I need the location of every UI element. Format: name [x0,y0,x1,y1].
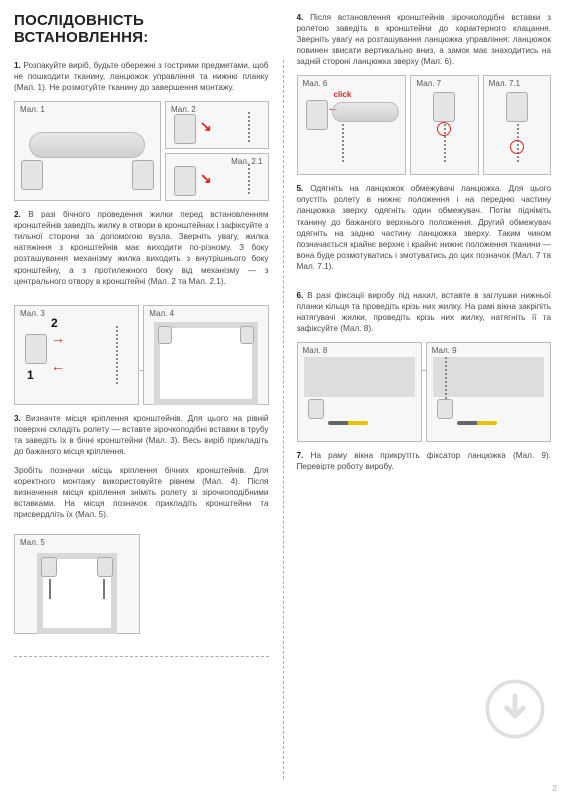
figure-2-stack: Мал. 2 ↘ Мал. 2.1 ↘ [165,101,269,201]
bracket-icon [174,114,196,144]
step-1-body: Розпакуйте виріб, будьте обережні з гост… [14,61,269,92]
step-5-body: Одягніть на ланцюжок обмежувачі ланцюжка… [297,184,552,270]
figure-4: Мал. 4 [143,305,268,405]
bracket-icon [97,557,113,577]
screwdriver-icon [457,421,497,425]
bracket-icon [158,326,172,344]
step-4-text: 4. Після встановлення кронштейнів зірочк… [297,12,552,67]
step-1-num: 1. [14,61,21,70]
figure-3-caption: Мал. 3 [20,309,45,318]
figure-8: Мал. 8 [297,342,422,442]
badge-1: 1 [27,368,34,382]
blind-fabric-icon [304,357,415,397]
step-5-num: 5. [297,184,304,193]
step-3b-body: Зробіть позначки місць кріплення бічних … [14,466,269,519]
fig-row-2: Мал. 3 → 2 ← 1 Мал. 4 [14,305,269,405]
figure-7: Мал. 7 [410,75,478,175]
figure-5-caption: Мал. 5 [20,538,45,547]
step-1-text: 1. Розпакуйте виріб, будьте обережні з г… [14,60,269,93]
bracket-icon [132,160,154,190]
badge-2: 2 [51,316,58,330]
step-3b-text: Зробіть позначки місць кріплення бічних … [14,465,269,520]
figure-7-caption: Мал. 7 [416,79,441,88]
chain-holder-icon [437,399,453,419]
vertical-divider [283,60,284,779]
arrow-icon: ← [51,358,65,374]
blind-fabric-icon [433,357,544,397]
fig-row-5: Мал. 8 Мал. 9 [297,342,552,442]
step-3a-body: Визначте місця кріплення кронштейнів. Дл… [14,414,269,456]
chain-icon [248,112,250,144]
bracket-icon [174,166,196,196]
fig-row-4: Мал. 6 click ← Мал. 7 Мал. 7.1 [297,75,552,175]
figure-6: Мал. 6 click ← [297,75,407,175]
horizontal-divider [14,656,269,657]
step-3a-text: 3. Визначте місця кріплення кронштейнів.… [14,413,269,457]
chain-icon [342,124,344,164]
figure-9-caption: Мал. 9 [432,346,457,355]
step-4-num: 4. [297,13,304,22]
fig-row-3: Мал. 5 [14,534,269,634]
click-label: click [334,90,352,99]
chain-icon [248,164,250,196]
step-4-body: Після встановлення кронштейнів зірочкопо… [297,13,552,66]
bracket-icon [306,100,328,130]
spacer [144,534,268,634]
bracket-icon [41,557,57,577]
bracket-icon [506,92,528,122]
figure-7-1-caption: Мал. 7.1 [489,79,520,88]
figure-5: Мал. 5 [14,534,140,634]
figure-4-caption: Мал. 4 [149,309,174,318]
figure-6-caption: Мал. 6 [303,79,328,88]
watermark-icon [485,679,545,739]
bracket-icon [25,334,47,364]
step-2-body: В разі бічного проведення жилки перед вс… [14,210,269,285]
circle-marker-icon [437,122,451,136]
step-6-num: 6. [297,291,304,300]
roller-blind-icon [332,102,400,122]
tensioner-icon [308,399,324,419]
step-3-num: 3. [14,414,21,423]
figure-2-caption: Мал. 2 [171,105,196,114]
page-title: ПОСЛІДОВНІСТЬ ВСТАНОВЛЕННЯ: [14,12,269,46]
left-column: ПОСЛІДОВНІСТЬ ВСТАНОВЛЕННЯ: 1. Розпакуйт… [0,0,283,799]
arrow-icon: ← [328,102,339,114]
figure-2: Мал. 2 ↘ [165,101,269,149]
step-6-text: 6. В разі фіксації виробу під нахил, вст… [297,290,552,334]
right-column: 4. Після встановлення кронштейнів зірочк… [283,0,565,799]
fig-row-1: Мал. 1 Мал. 2 ↘ Мал. 2.1 ↘ [14,101,269,201]
figure-8-caption: Мал. 8 [303,346,328,355]
step-7-text: 7. На раму вікна прикрутіть фіксатор лан… [297,450,552,472]
page-number: 2 [553,784,557,793]
chain-icon [445,357,447,401]
arrow-icon: → [51,330,65,346]
figure-7-1: Мал. 7.1 [483,75,551,175]
page: ПОСЛІДОВНІСТЬ ВСТАНОВЛЕННЯ: 1. Розпакуйт… [0,0,565,799]
screwdriver-icon [328,421,368,425]
figure-9: Мал. 9 [426,342,551,442]
step-2-text: 2. В разі бічного проведення жилки перед… [14,209,269,286]
figure-2-1: Мал. 2.1 ↘ [165,153,269,201]
circle-marker-icon [510,140,524,154]
arrow-icon: ↘ [200,170,212,187]
bracket-icon [433,92,455,122]
step-2-num: 2. [14,210,21,219]
screw-icon [49,579,51,599]
step-5-text: 5. Одягніть на ланцюжок обмежувачі ланцю… [297,183,552,272]
step-7-body: На раму вікна прикрутіть фіксатор ланцюж… [297,451,551,471]
step-6-body: В разі фіксації виробу під нахил, вставт… [297,291,552,333]
screw-icon [103,579,105,599]
bracket-icon [21,160,43,190]
step-7-num: 7. [297,451,304,460]
roller-blind-icon [29,132,145,158]
arrow-icon: ↘ [200,118,212,135]
figure-3: Мал. 3 → 2 ← 1 [14,305,139,405]
figure-1-caption: Мал. 1 [20,105,45,114]
chain-icon [116,326,118,386]
figure-1: Мал. 1 [14,101,161,201]
bracket-icon [240,326,254,344]
